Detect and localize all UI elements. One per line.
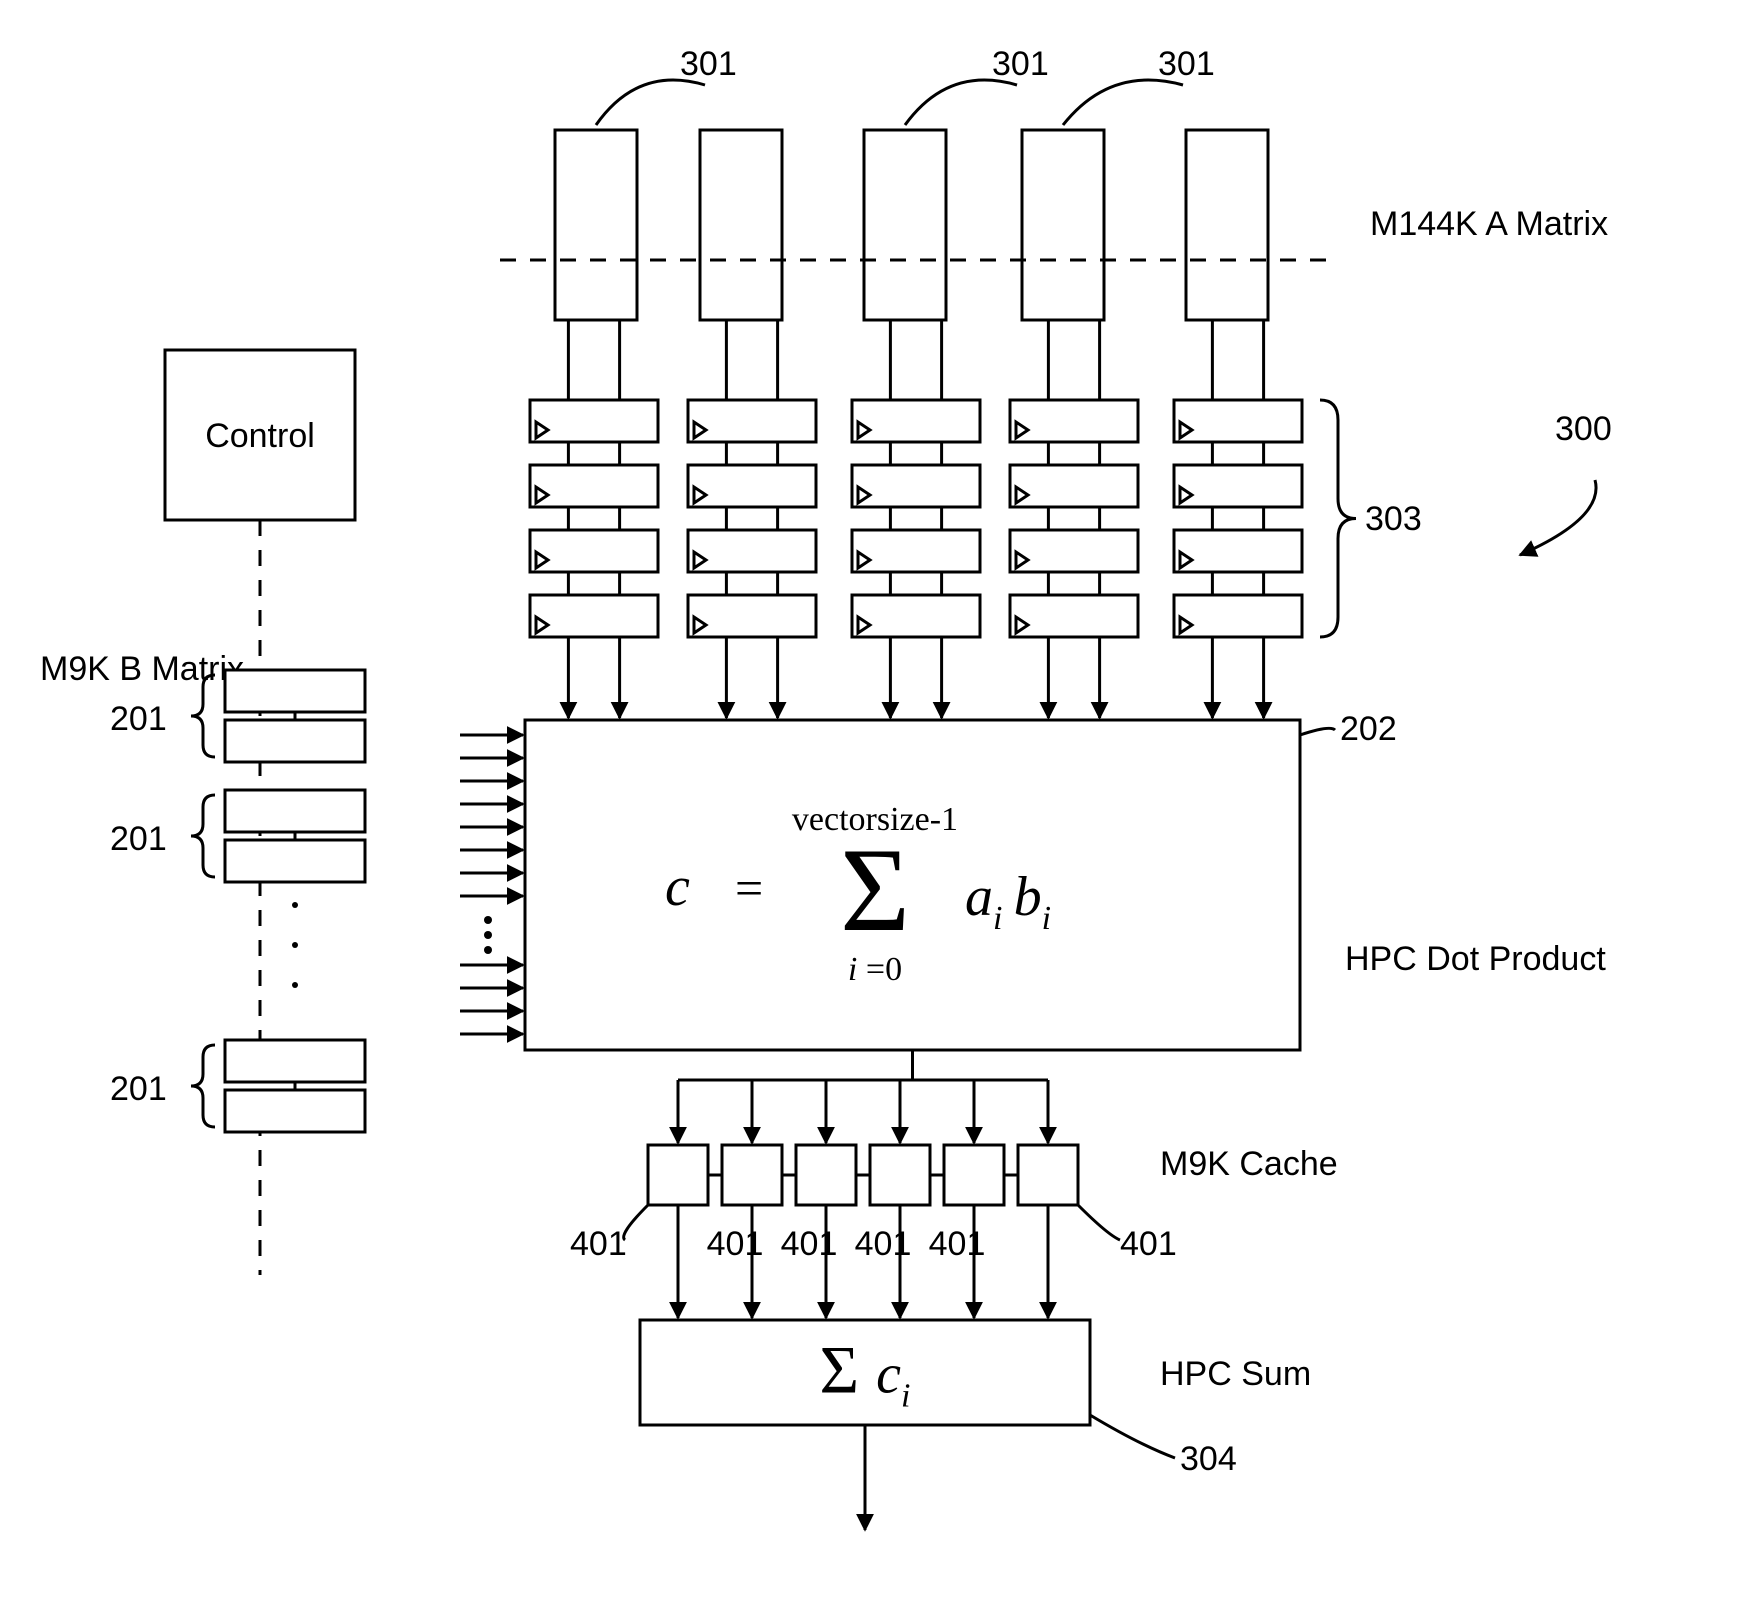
label-m9kcache: M9K Cache xyxy=(1160,1145,1338,1183)
ref-401: 401 xyxy=(929,1225,986,1263)
register-cell xyxy=(1010,400,1138,442)
register-cell xyxy=(1174,595,1302,637)
register-cell xyxy=(1010,465,1138,507)
ref-300: 300 xyxy=(1555,410,1612,448)
svg-text:i =0: i =0 xyxy=(848,951,902,988)
register-cell xyxy=(530,465,658,507)
register-cell xyxy=(852,400,980,442)
register-cell xyxy=(1010,530,1138,572)
register-cell xyxy=(852,530,980,572)
ref-201: 201 xyxy=(110,1070,167,1108)
b-matrix-block xyxy=(225,1040,365,1082)
svg-text:ai bi: ai bi xyxy=(965,866,1051,937)
register-cell xyxy=(1174,465,1302,507)
label-m9kb: M9K B Matrix xyxy=(40,650,244,688)
register-cell xyxy=(1010,595,1138,637)
ref-202: 202 xyxy=(1340,710,1397,748)
cache-block xyxy=(870,1145,930,1205)
svg-text:c: c xyxy=(665,856,690,918)
register-cell xyxy=(688,595,816,637)
register-cell xyxy=(530,530,658,572)
b-matrix-block xyxy=(225,1090,365,1132)
register-cell xyxy=(530,400,658,442)
register-cell xyxy=(688,465,816,507)
ref-301: 301 xyxy=(680,45,737,83)
svg-text:vectorsize-1: vectorsize-1 xyxy=(792,801,958,838)
register-cell xyxy=(1174,400,1302,442)
register-cell xyxy=(852,465,980,507)
cache-block xyxy=(796,1145,856,1205)
cache-block xyxy=(722,1145,782,1205)
cache-block xyxy=(648,1145,708,1205)
b-matrix-block xyxy=(225,790,365,832)
label-hpc-sum: HPC Sum xyxy=(1160,1355,1311,1393)
register-cell xyxy=(852,595,980,637)
cache-block xyxy=(1018,1145,1078,1205)
memory-block xyxy=(1022,130,1104,320)
label-m144k: M144K A Matrix xyxy=(1370,205,1608,243)
svg-text:Control: Control xyxy=(205,417,315,455)
ref-201: 201 xyxy=(110,700,167,738)
cache-block xyxy=(944,1145,1004,1205)
ref-401: 401 xyxy=(855,1225,912,1263)
register-cell xyxy=(688,400,816,442)
svg-text:Σ: Σ xyxy=(840,823,910,956)
register-cell xyxy=(688,530,816,572)
ref-401: 401 xyxy=(781,1225,838,1263)
b-matrix-block xyxy=(225,720,365,762)
b-matrix-block xyxy=(225,840,365,882)
svg-text:=: = xyxy=(735,860,763,916)
memory-block xyxy=(1186,130,1268,320)
dot-product-box xyxy=(525,720,1300,1050)
b-matrix-block xyxy=(225,670,365,712)
memory-block xyxy=(555,130,637,320)
ref-401: 401 xyxy=(570,1225,627,1263)
memory-block xyxy=(864,130,946,320)
ref-401: 401 xyxy=(1120,1225,1177,1263)
svg-text:Σ ci: Σ ci xyxy=(820,1332,911,1415)
label-hpc-dot: HPC Dot Product xyxy=(1345,940,1606,978)
ref-301: 301 xyxy=(1158,45,1215,83)
ref-303: 303 xyxy=(1365,500,1422,538)
register-cell xyxy=(1174,530,1302,572)
register-cell xyxy=(530,595,658,637)
ref-301: 301 xyxy=(992,45,1049,83)
ref-201: 201 xyxy=(110,820,167,858)
memory-block xyxy=(700,130,782,320)
ref-401: 401 xyxy=(707,1225,764,1263)
ref-304: 304 xyxy=(1180,1440,1237,1478)
